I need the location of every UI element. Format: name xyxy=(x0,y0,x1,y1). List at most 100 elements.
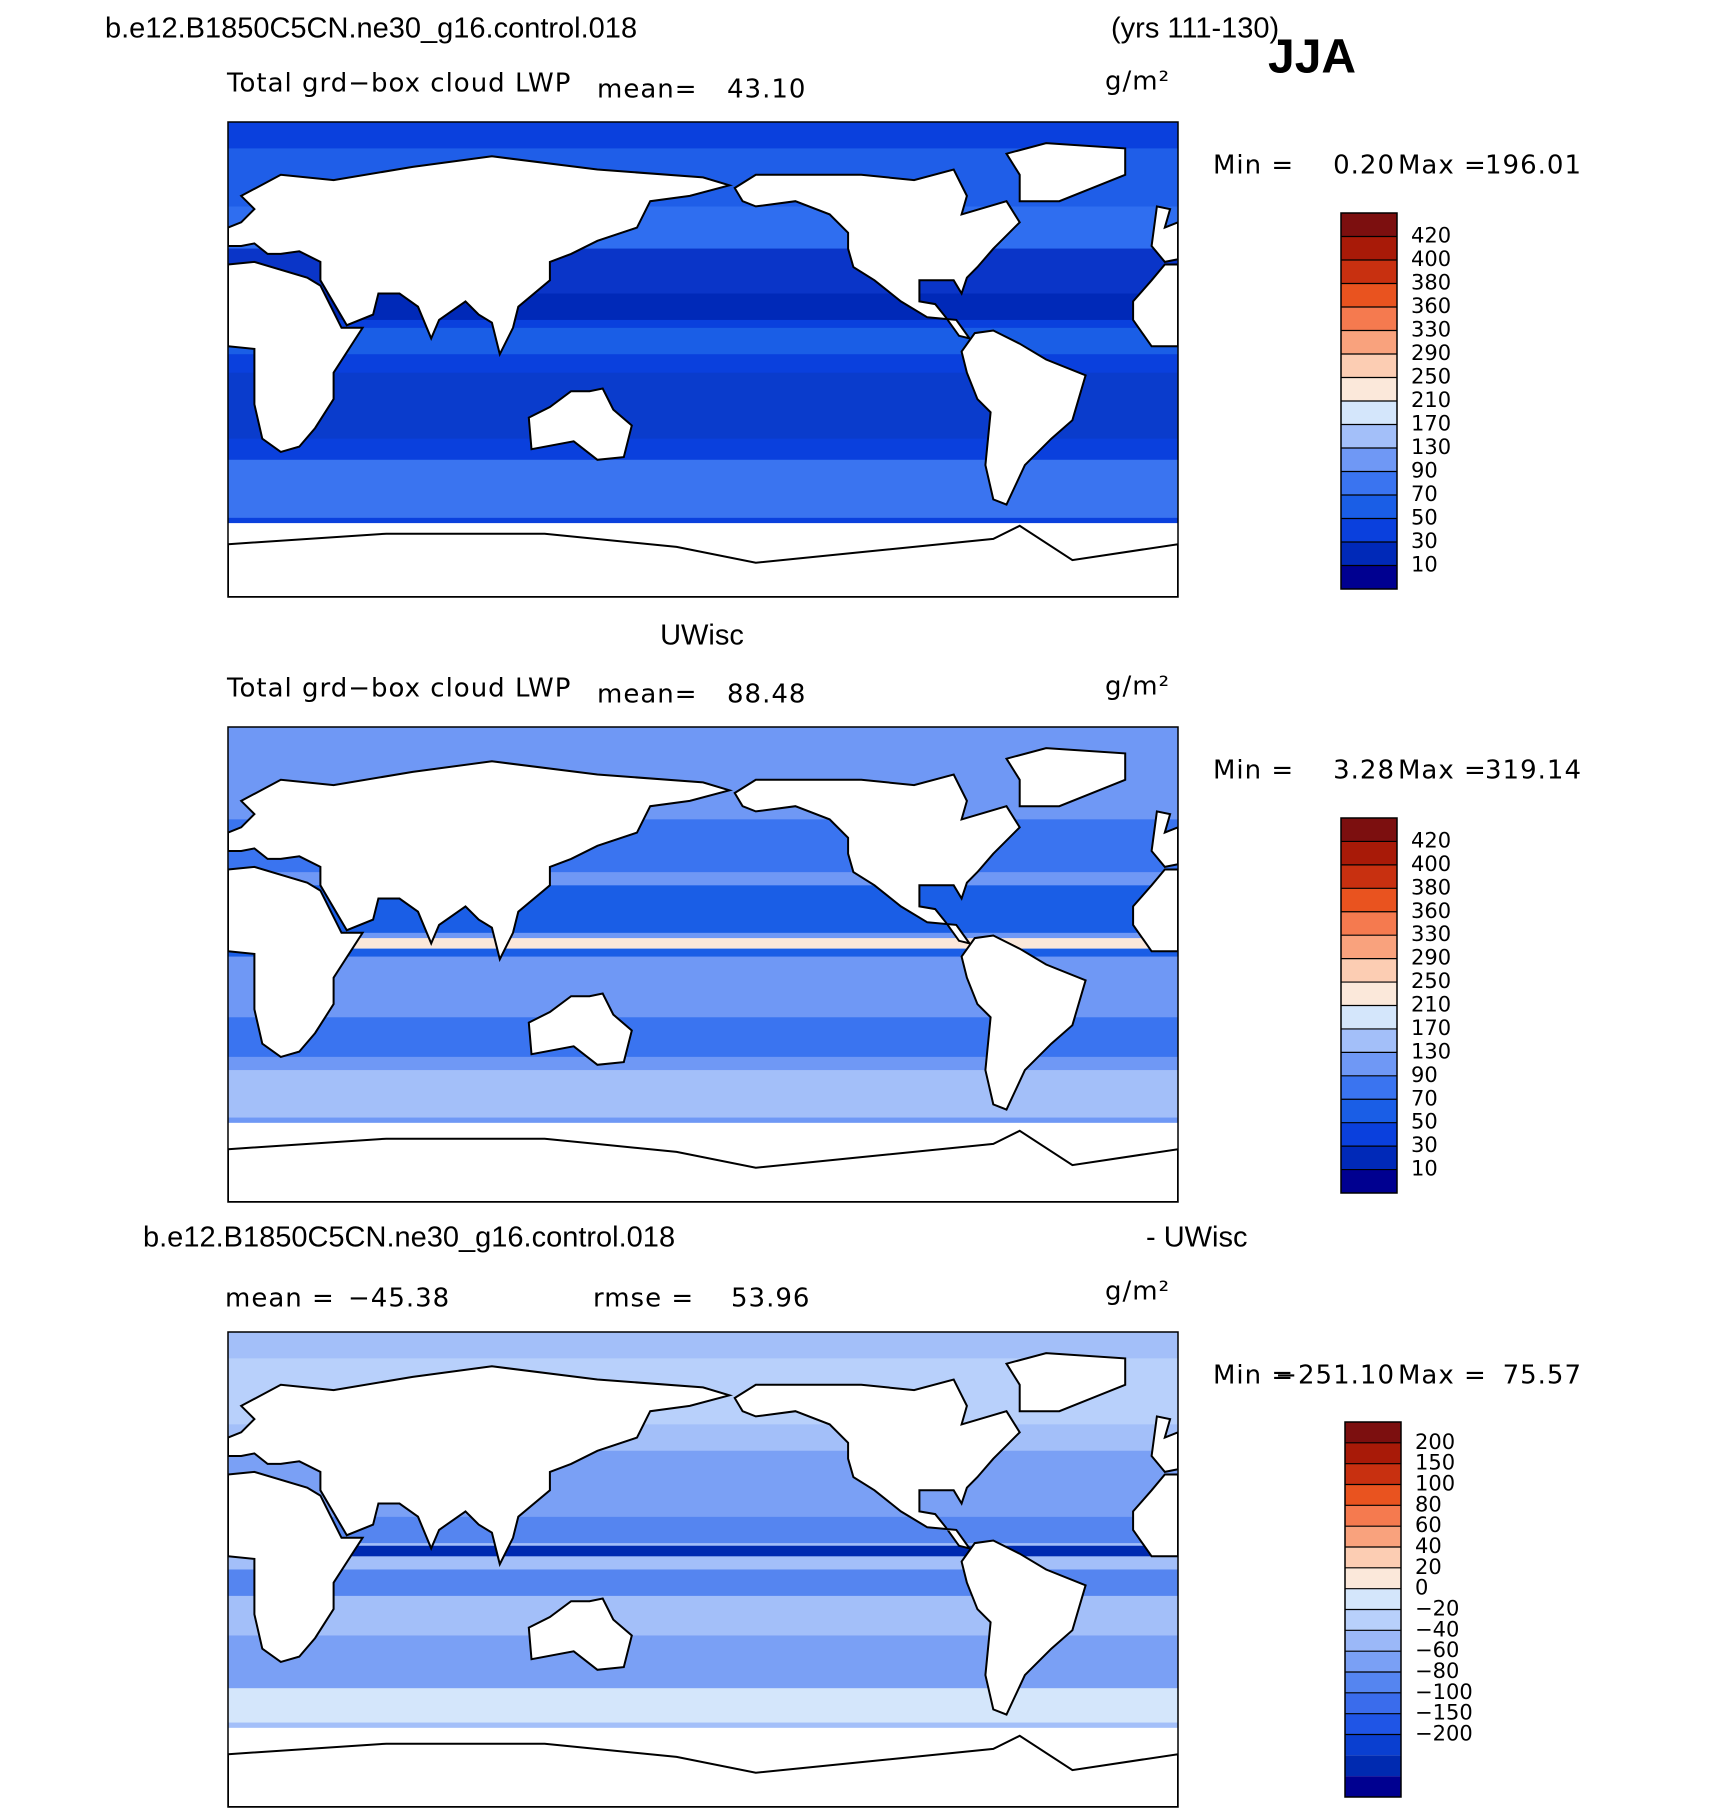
colorbar-box xyxy=(1341,982,1397,1006)
max-value: 196.01 xyxy=(1485,151,1582,181)
colorbar-label: 290 xyxy=(1411,946,1451,970)
colorbar-label: 0 xyxy=(1415,1576,1428,1600)
colorbar-label: 50 xyxy=(1411,506,1438,530)
colorbar-label: 400 xyxy=(1411,247,1451,271)
colorbar-label: 360 xyxy=(1411,899,1451,923)
colorbar-label: 170 xyxy=(1411,412,1451,436)
colorbar-label: 30 xyxy=(1411,1133,1438,1157)
ocean-band xyxy=(228,948,1178,957)
colorbar-box xyxy=(1345,1651,1401,1672)
land xyxy=(228,1365,734,1568)
colorbar-label: 150 xyxy=(1415,1451,1455,1475)
colorbar-label: 380 xyxy=(1411,875,1451,899)
colorbar-box xyxy=(1345,1755,1401,1777)
panel-heading: UWisc xyxy=(660,620,744,652)
ocean-band xyxy=(228,327,1178,355)
colorbar-box xyxy=(1341,448,1397,472)
colorbar-label: 80 xyxy=(1415,1492,1442,1516)
colorbar-box xyxy=(1345,1713,1401,1735)
map-content xyxy=(228,1332,1178,1807)
mean-value: 43.10 xyxy=(727,75,806,105)
colorbar-box xyxy=(1345,1609,1401,1631)
subtitle: Total grd−box cloud LWP xyxy=(226,674,571,704)
colorbar-label: 380 xyxy=(1411,271,1451,295)
colorbar-label: 210 xyxy=(1411,388,1451,412)
land xyxy=(228,524,1178,597)
colorbar-box xyxy=(1345,1672,1401,1693)
colorbar-box xyxy=(1341,565,1397,589)
figure-title: b.e12.B1850C5CN.ne30_g16.control.018 xyxy=(105,13,637,45)
colorbar-label: 330 xyxy=(1411,922,1451,946)
mean-label: mean = xyxy=(225,1284,335,1314)
colorbar-label: 200 xyxy=(1415,1430,1455,1454)
colorbar-box xyxy=(1341,354,1397,378)
colorbar-box xyxy=(1341,283,1397,307)
colorbar-box xyxy=(1345,1588,1401,1610)
colorbar-label: 330 xyxy=(1411,318,1451,342)
colorbar-box xyxy=(1345,1442,1401,1464)
ocean-band xyxy=(228,293,1178,320)
land xyxy=(1004,747,1127,808)
units: g/m² xyxy=(1105,1277,1170,1307)
colorbar-box xyxy=(1341,377,1397,401)
colorbar-label: −60 xyxy=(1415,1638,1459,1662)
land xyxy=(1150,205,1178,263)
colorbar-box xyxy=(1341,888,1397,912)
season: JJA xyxy=(1268,31,1356,84)
colorbar-label: −100 xyxy=(1415,1680,1473,1704)
colorbar-box xyxy=(1341,495,1397,519)
max-value: 319.14 xyxy=(1485,756,1582,786)
colorbar-box xyxy=(1341,1169,1397,1193)
units: g/m² xyxy=(1105,67,1170,97)
land xyxy=(228,1470,365,1663)
land xyxy=(1132,263,1178,348)
colorbar-box xyxy=(1341,236,1397,260)
land xyxy=(228,865,365,1058)
colorbar-box xyxy=(1345,1505,1401,1527)
colorbar-label: 290 xyxy=(1411,341,1451,365)
map xyxy=(227,1331,1179,1808)
land xyxy=(1150,810,1178,868)
colorbar-label: 60 xyxy=(1415,1513,1442,1537)
colorbar-label: 30 xyxy=(1411,529,1438,553)
colorbar-box xyxy=(1345,1463,1401,1485)
land xyxy=(960,1539,1087,1716)
land xyxy=(1150,1415,1178,1473)
land xyxy=(1132,868,1178,953)
colorbar-box xyxy=(1341,1052,1397,1076)
ocean-band xyxy=(228,1516,1178,1544)
land xyxy=(228,155,734,358)
colorbar-box xyxy=(1341,841,1397,865)
subtitle: Total grd−box cloud LWP xyxy=(226,69,571,99)
colorbar-box xyxy=(1341,1099,1397,1123)
map-content xyxy=(228,727,1178,1202)
max-value: 75.57 xyxy=(1503,1361,1582,1391)
rmse-label: rmse = xyxy=(593,1284,694,1314)
land xyxy=(228,260,365,453)
colorbar-box xyxy=(1345,1526,1401,1547)
colorbar-box xyxy=(1341,1122,1397,1147)
max-label: Max = xyxy=(1398,1361,1487,1391)
min-value: 3.28 xyxy=(1333,756,1395,786)
land xyxy=(228,760,734,963)
colorbar-label: 10 xyxy=(1411,1157,1438,1181)
colorbar-box xyxy=(1341,542,1397,566)
mean-label: mean= xyxy=(597,680,698,710)
land xyxy=(1004,142,1127,203)
years: (yrs 111-130) xyxy=(1111,13,1279,45)
map-frame xyxy=(227,121,1179,598)
colorbar-box xyxy=(1341,818,1397,842)
mean-value: −45.38 xyxy=(348,1284,450,1314)
colorbar-box xyxy=(1341,471,1397,495)
colorbar-box xyxy=(1341,330,1397,354)
colorbar-label: 50 xyxy=(1411,1110,1438,1134)
colorbar-label: 250 xyxy=(1411,365,1451,389)
colorbar-box xyxy=(1341,424,1397,448)
land xyxy=(1132,1473,1178,1558)
colorbar-label: −40 xyxy=(1415,1617,1459,1641)
colorbar-box xyxy=(1341,1075,1397,1100)
ocean-band xyxy=(228,1545,1178,1557)
colorbar-box xyxy=(1341,864,1397,889)
colorbar-box xyxy=(1341,958,1397,983)
